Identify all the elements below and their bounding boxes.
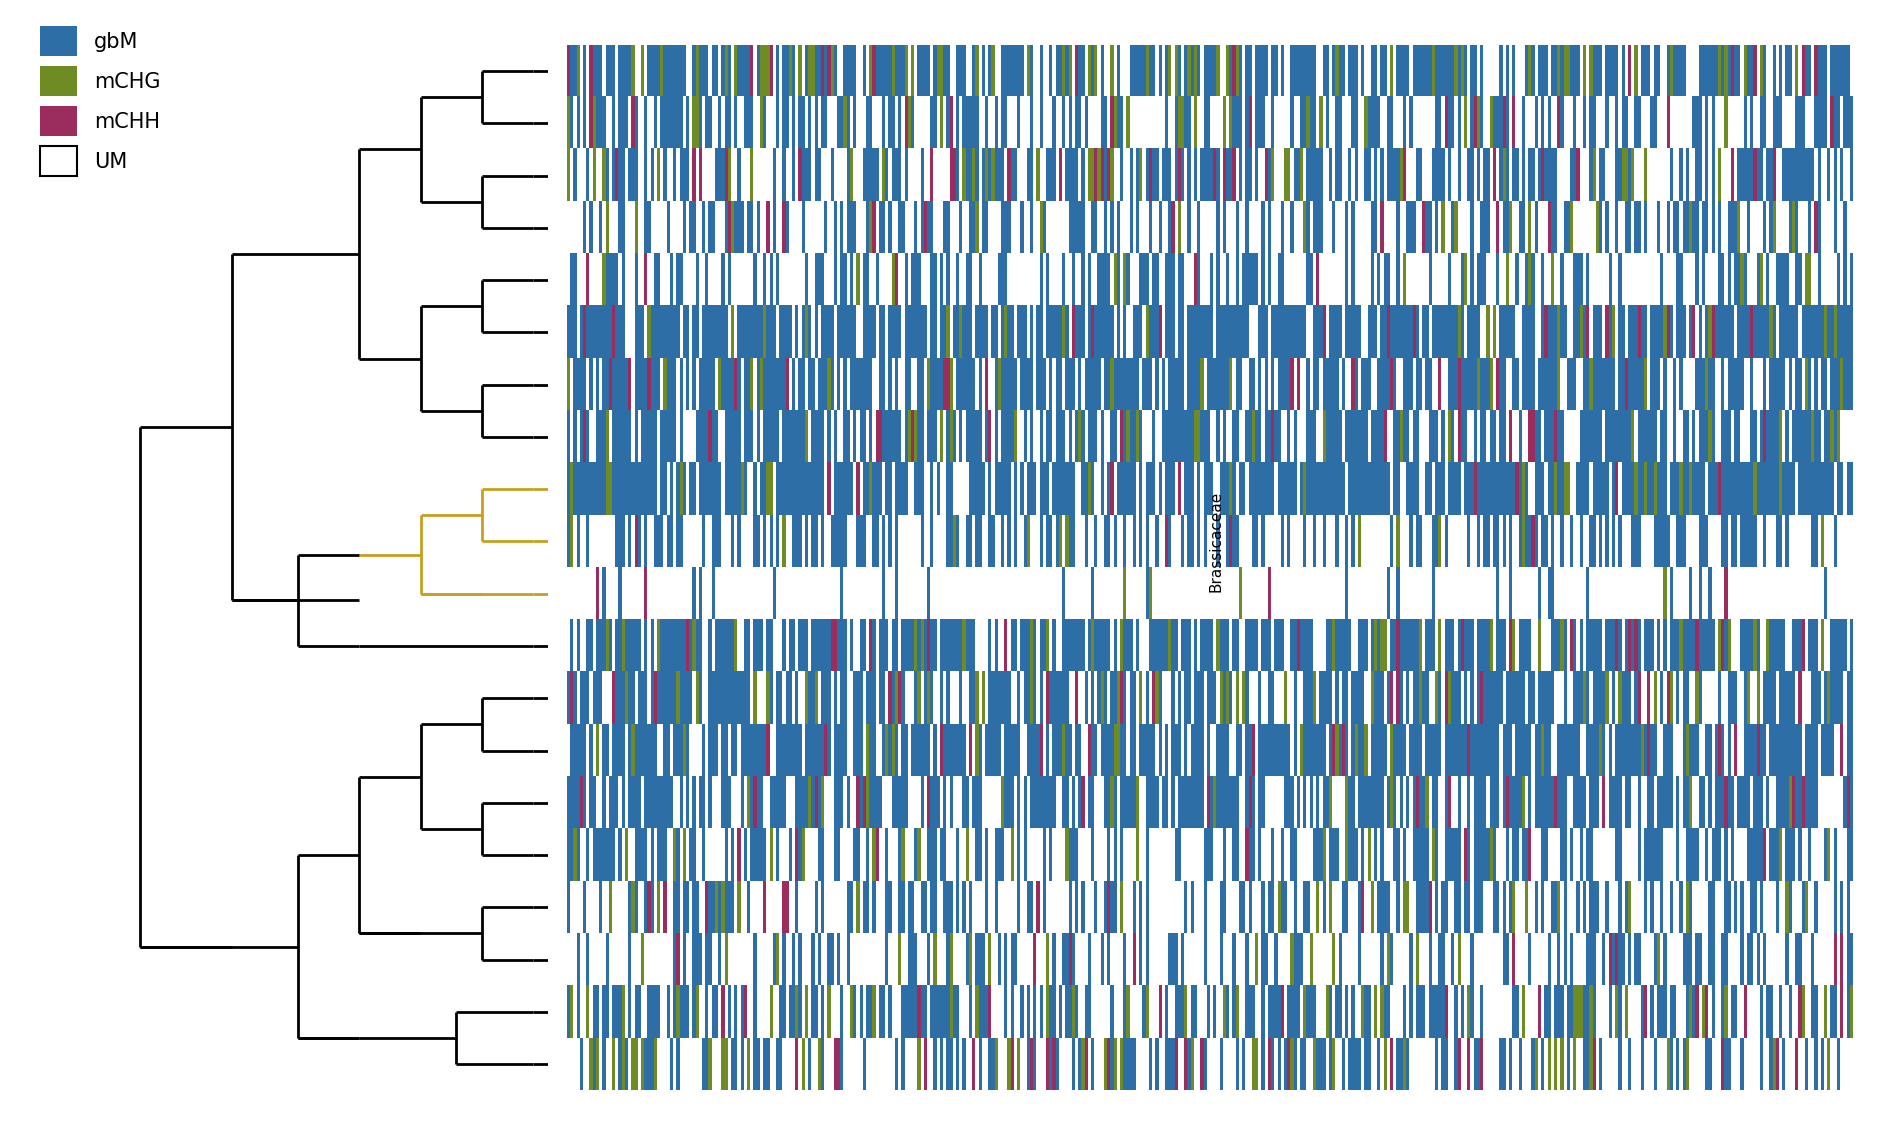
Text: Brassicaceae: Brassicaceae — [1207, 491, 1222, 592]
Legend: gbM, mCHG, mCHH, UM: gbM, mCHG, mCHH, UM — [30, 16, 170, 187]
